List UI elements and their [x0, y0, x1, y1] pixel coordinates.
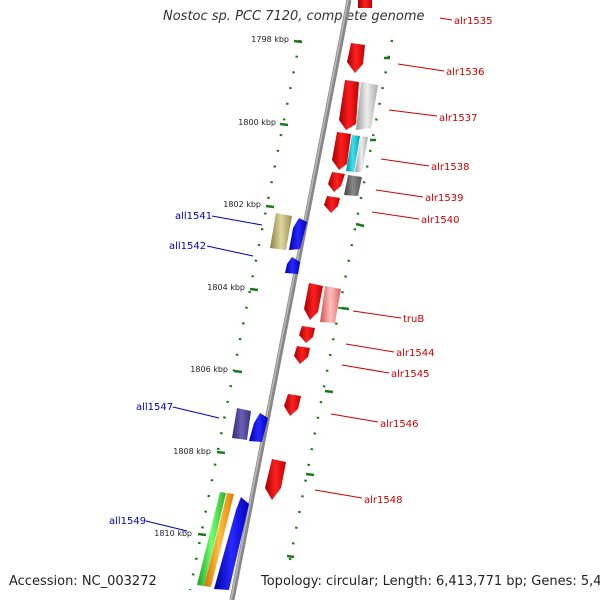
- label-alr1546[interactable]: alr1546: [380, 419, 418, 430]
- label-alr1537[interactable]: alr1537: [439, 113, 477, 124]
- tick-label-1810: 1810 kbp: [154, 529, 192, 538]
- tick-label-1802: 1802 kbp: [223, 200, 261, 209]
- label-alr1538[interactable]: alr1538: [431, 162, 469, 173]
- map-title: Nostoc sp. PCC 7120, complete genome: [163, 9, 425, 24]
- gene-alr1540[interactable]: [324, 196, 340, 213]
- gene-alr1544[interactable]: [299, 326, 315, 343]
- label-alr1540[interactable]: alr1540: [421, 215, 459, 226]
- gene-all1542[interactable]: [285, 257, 300, 274]
- label-alr1536[interactable]: alr1536: [446, 67, 484, 78]
- accession-text: Accession: NC_003272: [9, 574, 157, 589]
- gene-alr1548[interactable]: [265, 459, 286, 500]
- topology-text: Topology: circular; Length: 6,413,771 bp…: [261, 574, 600, 589]
- label-alr1548[interactable]: alr1548: [364, 495, 402, 506]
- tick-label-1798: 1798 kbp: [251, 35, 289, 44]
- tick-label-1804: 1804 kbp: [207, 283, 245, 292]
- gene-all1541[interactable]: [270, 213, 307, 250]
- gene-alr1546[interactable]: [284, 394, 301, 416]
- gene-all1547[interactable]: [232, 408, 268, 442]
- genome-axis: [229, 0, 352, 600]
- gene-alr1536[interactable]: [347, 43, 365, 73]
- tick-label-1806: 1806 kbp: [190, 365, 228, 374]
- label-all1542[interactable]: all1542: [169, 241, 206, 252]
- label-all1541[interactable]: all1541: [175, 211, 212, 222]
- gene-alr1545[interactable]: [294, 346, 310, 364]
- label-all1547[interactable]: all1547: [136, 402, 173, 413]
- gene-alr1537[interactable]: [339, 80, 378, 130]
- gene-all1549[interactable]: [197, 492, 249, 590]
- label-alr1535[interactable]: alr1535: [454, 16, 492, 27]
- label-alr1539[interactable]: alr1539: [425, 193, 463, 204]
- label-alr1544[interactable]: alr1544: [396, 348, 434, 359]
- gene-truB[interactable]: [304, 283, 341, 323]
- tick-label-1808: 1808 kbp: [173, 447, 211, 456]
- gene-alr1535[interactable]: [358, 0, 372, 8]
- gene-alr1538[interactable]: [332, 132, 368, 172]
- scale-ticks: 1798 kbp 1800 kbp 1802 kbp 1804 kbp 1806…: [154, 35, 390, 559]
- label-alr1545[interactable]: alr1545: [391, 369, 429, 380]
- label-truB[interactable]: truB: [403, 314, 424, 325]
- gene-alr1539[interactable]: [328, 172, 362, 196]
- tick-label-1800: 1800 kbp: [238, 118, 276, 127]
- label-all1549[interactable]: all1549: [109, 516, 146, 527]
- reverse-gene-labels: all1541 all1542 all1547 all1549: [109, 211, 263, 532]
- forward-gene-labels: alr1535 alr1536 alr1537 alr1538 alr1539 …: [314, 16, 492, 506]
- genome-axis-highlight: [230, 0, 349, 600]
